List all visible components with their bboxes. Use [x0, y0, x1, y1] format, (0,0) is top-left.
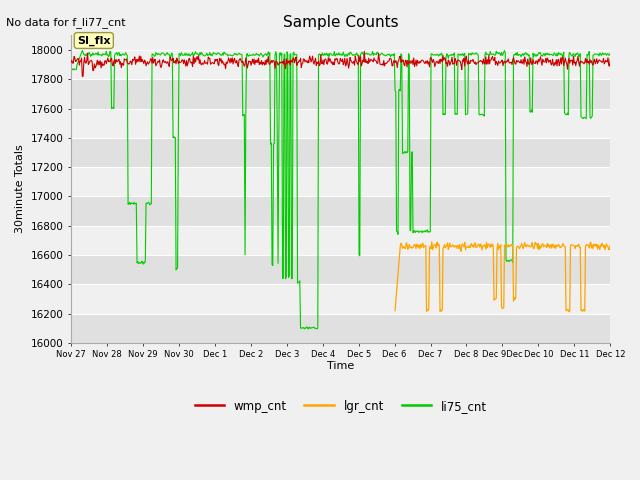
wmp_cnt — [79, 73, 86, 79]
wmp_cnt — [408, 60, 415, 66]
wmp_cnt — [607, 56, 614, 62]
wmp_cnt — [216, 58, 224, 64]
li75_cnt — [607, 50, 614, 56]
Text: SI_flx: SI_flx — [77, 36, 111, 46]
wmp_cnt — [67, 60, 75, 65]
Line: lgr_cnt: lgr_cnt — [395, 242, 611, 312]
li75_cnt — [133, 260, 141, 266]
li75_cnt — [77, 52, 84, 58]
lgr_cnt — [607, 242, 614, 248]
Line: li75_cnt: li75_cnt — [71, 50, 611, 329]
li75_cnt — [188, 52, 196, 58]
wmp_cnt — [424, 58, 431, 63]
Bar — [71, 284, 611, 313]
wmp_cnt — [133, 59, 141, 65]
lgr_cnt — [422, 243, 429, 249]
wmp_cnt — [360, 48, 368, 54]
li75_cnt — [304, 326, 312, 332]
Bar — [71, 138, 611, 167]
li75_cnt — [67, 66, 75, 72]
X-axis label: Time: Time — [327, 361, 355, 371]
li75_cnt — [408, 149, 415, 155]
Bar — [71, 226, 611, 255]
wmp_cnt — [188, 59, 196, 65]
Bar — [71, 50, 611, 79]
Text: No data for f_li77_cnt: No data for f_li77_cnt — [6, 17, 126, 28]
Bar — [71, 167, 611, 196]
Bar — [71, 255, 611, 284]
Bar — [71, 108, 611, 138]
Bar — [71, 313, 611, 343]
wmp_cnt — [77, 58, 84, 64]
Title: Sample Counts: Sample Counts — [283, 15, 399, 30]
Legend: wmp_cnt, lgr_cnt, li75_cnt: wmp_cnt, lgr_cnt, li75_cnt — [190, 395, 492, 417]
li75_cnt — [216, 52, 224, 58]
Bar — [71, 79, 611, 108]
Bar — [71, 196, 611, 226]
li75_cnt — [79, 48, 86, 53]
Line: wmp_cnt: wmp_cnt — [71, 51, 611, 76]
Y-axis label: 30minute Totals: 30minute Totals — [15, 144, 25, 233]
li75_cnt — [424, 227, 431, 233]
lgr_cnt — [406, 244, 414, 250]
